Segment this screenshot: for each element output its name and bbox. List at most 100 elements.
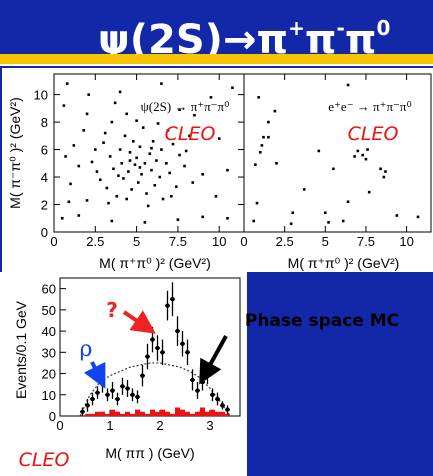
scatter-point bbox=[117, 174, 120, 177]
scatter-point bbox=[226, 168, 229, 172]
x-tick-label: 10 bbox=[399, 234, 413, 249]
scatter-point bbox=[160, 148, 163, 151]
data-point bbox=[195, 388, 200, 393]
y-tick-label: 4 bbox=[41, 170, 48, 185]
cleo-label: CLEO bbox=[348, 123, 399, 145]
title-sup: 0 bbox=[376, 16, 391, 40]
plot-annotation: e⁺e⁻ → π⁺π⁻π⁰ bbox=[328, 99, 411, 114]
scatter-point bbox=[188, 134, 191, 138]
scatter-point bbox=[113, 101, 117, 105]
x-axis-label: M( π⁺π⁰ )² (GeV²) bbox=[288, 255, 400, 271]
x-tick-label: 5 bbox=[322, 234, 329, 249]
scatter-point bbox=[178, 153, 181, 157]
x-axis-label: M( ππ ) (GeV) bbox=[105, 445, 194, 461]
background-bar bbox=[95, 411, 100, 416]
x-tick-label: 7.5 bbox=[169, 234, 187, 249]
scatter-point bbox=[135, 119, 138, 123]
cleo-label: CLEO bbox=[165, 123, 216, 145]
scatter-point bbox=[254, 163, 257, 166]
scatter-point bbox=[255, 201, 259, 205]
scatter-point bbox=[132, 140, 135, 143]
scatter-point bbox=[258, 151, 262, 154]
scatter-point bbox=[102, 141, 105, 144]
red-arrow bbox=[122, 310, 156, 334]
scatter-point bbox=[260, 144, 264, 147]
y-tick-label: 60 bbox=[42, 282, 56, 297]
data-point bbox=[155, 345, 160, 351]
scatter-point bbox=[138, 166, 142, 169]
y-tick-label: 30 bbox=[42, 345, 56, 360]
scatter-point bbox=[125, 112, 128, 116]
scatter-point bbox=[67, 200, 71, 204]
x-tick-label: 0 bbox=[240, 234, 247, 249]
title-sup: - bbox=[336, 16, 345, 40]
background-bar bbox=[150, 409, 155, 416]
scatter-point bbox=[108, 155, 112, 158]
data-point bbox=[80, 409, 85, 414]
scatter-point bbox=[136, 181, 140, 184]
scatter-point bbox=[201, 172, 204, 176]
rho-label: ρ bbox=[80, 337, 93, 362]
scatter-point bbox=[353, 155, 356, 158]
scatter-point bbox=[193, 113, 196, 117]
dalitz-plots: 0 2.5 5 7.5 10 0 2 4 6 8 10 ψ(2S) → π⁺π⁻π⁰ CLEO M( π⁺… bbox=[7, 73, 432, 271]
scatter-point bbox=[209, 96, 213, 99]
background-bar bbox=[105, 413, 110, 416]
scatter-point bbox=[82, 129, 86, 132]
black-arrow bbox=[199, 335, 228, 385]
scatter-point bbox=[346, 200, 350, 204]
scatter-point bbox=[153, 183, 157, 187]
scatter-point bbox=[176, 218, 180, 221]
data-point bbox=[85, 403, 90, 408]
scatter-point bbox=[110, 219, 114, 223]
scatter-point bbox=[170, 194, 173, 198]
scatter-point bbox=[416, 215, 420, 219]
scatter-point bbox=[120, 162, 124, 165]
data-point bbox=[145, 354, 150, 359]
background-bar bbox=[110, 409, 115, 416]
x-axis-label: M( π⁺π⁰ )² (GeV²) bbox=[99, 255, 211, 271]
scatter-point bbox=[356, 149, 360, 153]
scatter-point bbox=[171, 142, 175, 146]
data-point bbox=[115, 396, 120, 402]
scatter-point bbox=[87, 93, 90, 96]
scatter-point bbox=[118, 148, 122, 151]
y-tick-label: 0 bbox=[49, 409, 56, 424]
scatter-point bbox=[112, 167, 115, 171]
plot-annotation: ψ(2S) → π⁺π⁻π⁰ bbox=[141, 99, 230, 114]
data-point bbox=[90, 396, 95, 402]
y-tick-label: 8 bbox=[41, 115, 48, 130]
background-bar bbox=[120, 413, 125, 416]
scatter-point bbox=[122, 177, 125, 180]
background-bar bbox=[190, 413, 195, 416]
scatter-point bbox=[77, 164, 81, 168]
scatter-point bbox=[382, 175, 386, 179]
x-tick-label: 2.5 bbox=[276, 234, 294, 249]
scatter-point bbox=[366, 148, 369, 151]
background-bar bbox=[165, 411, 170, 416]
data-point bbox=[125, 386, 130, 391]
scatter-point bbox=[184, 149, 188, 153]
x-tick-label: 3 bbox=[206, 418, 213, 433]
title-sup: + bbox=[288, 16, 305, 40]
scatter-point bbox=[291, 211, 295, 215]
scatter-point bbox=[156, 122, 160, 125]
scatter-point bbox=[118, 90, 122, 94]
scatter-point bbox=[158, 175, 162, 179]
scatter-point bbox=[150, 146, 153, 150]
scatter-point bbox=[191, 181, 195, 184]
scatter-point bbox=[379, 167, 382, 171]
scatter-point bbox=[60, 216, 64, 220]
scatter-point bbox=[130, 188, 133, 191]
dalitz-panel: 0 2.5 5 7.5 10 0 2 4 6 8 10 ψ(2S) → π⁺π⁻π⁰ CLEO M( π⁺… bbox=[2, 68, 433, 272]
scatter-point bbox=[141, 126, 145, 129]
data-point bbox=[165, 303, 170, 308]
x-tick-label: 5 bbox=[133, 234, 140, 249]
background-bar bbox=[90, 413, 95, 416]
scatter-point bbox=[69, 182, 72, 186]
background-bar bbox=[180, 409, 185, 416]
y-tick-label: 40 bbox=[42, 324, 56, 339]
data-point bbox=[210, 392, 215, 397]
